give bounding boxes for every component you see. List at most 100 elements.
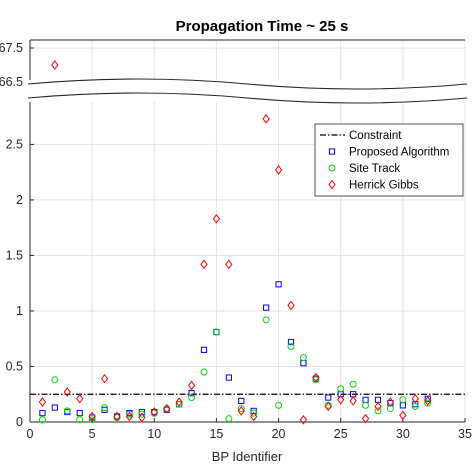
x-tick-label: 30 xyxy=(396,427,410,441)
data-point xyxy=(374,407,382,415)
data-point xyxy=(287,300,295,311)
data-point xyxy=(175,397,183,407)
data-point xyxy=(88,411,96,422)
outlier-point xyxy=(51,60,59,70)
data-point xyxy=(262,316,270,324)
data-point xyxy=(399,396,407,404)
series-site-track xyxy=(38,316,432,424)
y-tick-label: 2.5 xyxy=(6,137,23,151)
x-tick-label: 5 xyxy=(89,427,96,441)
axis-break-gap xyxy=(28,80,469,102)
data-point xyxy=(63,387,71,397)
data-point xyxy=(299,354,307,362)
data-point xyxy=(262,114,270,124)
data-point xyxy=(399,410,407,421)
data-point xyxy=(225,415,233,423)
data-point xyxy=(113,411,121,422)
data-point xyxy=(237,406,245,416)
legend-label: Constraint xyxy=(349,130,402,142)
legend-marker xyxy=(328,179,336,190)
chart-title: Propagation Time ~ 25 s xyxy=(176,18,349,35)
data-point xyxy=(250,411,258,422)
y-tick-label: 0.5 xyxy=(6,359,23,373)
data-point xyxy=(63,407,71,415)
data-point xyxy=(275,281,282,288)
data-point xyxy=(76,416,84,424)
y-tick-label: 1.5 xyxy=(6,248,23,262)
data-point xyxy=(88,416,96,424)
data-point xyxy=(362,401,370,409)
data-point xyxy=(212,328,220,336)
data-point xyxy=(424,399,432,407)
data-point xyxy=(424,396,432,406)
x-tick-label: 10 xyxy=(147,427,161,441)
data-point xyxy=(38,397,47,407)
y-tick-label: 0 xyxy=(16,415,23,429)
chart-legend: Constraint Proposed Algorithm Site Track He… xyxy=(314,123,464,197)
x-tick-label: 35 xyxy=(458,427,472,441)
axis-break-lower-wave xyxy=(27,92,468,104)
data-point xyxy=(287,338,295,346)
legend-label: Site Track xyxy=(349,163,400,175)
upper-y-tick-label: 66.5 xyxy=(0,75,23,89)
y-tick-label: 2 xyxy=(16,193,23,207)
data-point xyxy=(274,165,283,175)
data-point xyxy=(237,405,245,413)
data-point xyxy=(188,390,195,397)
data-point xyxy=(287,342,295,350)
data-point xyxy=(76,410,83,417)
upper-y-tick-label: 67.5 xyxy=(0,41,23,55)
data-point xyxy=(349,396,357,406)
data-point xyxy=(125,411,134,422)
upper-plot-area xyxy=(30,40,465,82)
data-point xyxy=(374,401,382,412)
data-point xyxy=(39,410,46,417)
data-point xyxy=(51,376,59,384)
data-point xyxy=(163,403,171,414)
data-point xyxy=(51,404,58,411)
legend-label: Herrick Gibbs xyxy=(349,180,419,192)
legend-box xyxy=(314,123,464,197)
data-point xyxy=(225,374,232,381)
data-point xyxy=(200,259,208,270)
data-point xyxy=(138,412,146,423)
data-point xyxy=(275,401,283,409)
data-point xyxy=(175,400,183,408)
axis-break-upper-wave xyxy=(27,78,468,90)
data-point xyxy=(38,416,46,424)
data-point xyxy=(101,404,109,412)
x-axis-label: BP Identifier xyxy=(212,449,283,464)
x-tick-label: 0 xyxy=(27,427,34,441)
x-tick-label: 15 xyxy=(209,427,223,441)
data-point xyxy=(263,304,270,311)
data-point xyxy=(150,407,158,417)
data-point xyxy=(125,410,133,418)
data-point xyxy=(212,213,221,224)
series-herrick-gibbs xyxy=(38,114,432,425)
data-point xyxy=(386,397,395,407)
data-point xyxy=(312,376,320,384)
data-point xyxy=(337,394,345,405)
data-point xyxy=(187,380,196,391)
data-point xyxy=(188,394,196,402)
data-point xyxy=(299,414,308,425)
legend-marker xyxy=(328,148,336,155)
data-point xyxy=(312,372,320,383)
data-point xyxy=(250,409,258,417)
data-point xyxy=(325,394,332,401)
data-point xyxy=(225,259,233,270)
data-point xyxy=(361,413,370,424)
data-point xyxy=(324,401,332,412)
y-tick-label: 1 xyxy=(16,304,23,318)
data-point xyxy=(138,410,146,418)
legend-marker xyxy=(328,164,336,172)
data-point xyxy=(200,368,208,376)
x-tick-label: 20 xyxy=(272,427,286,441)
x-tick-label: 25 xyxy=(334,427,348,441)
data-point xyxy=(337,385,345,393)
data-point xyxy=(76,393,84,404)
data-point xyxy=(100,373,109,384)
data-point xyxy=(200,346,208,353)
data-point xyxy=(411,393,419,404)
